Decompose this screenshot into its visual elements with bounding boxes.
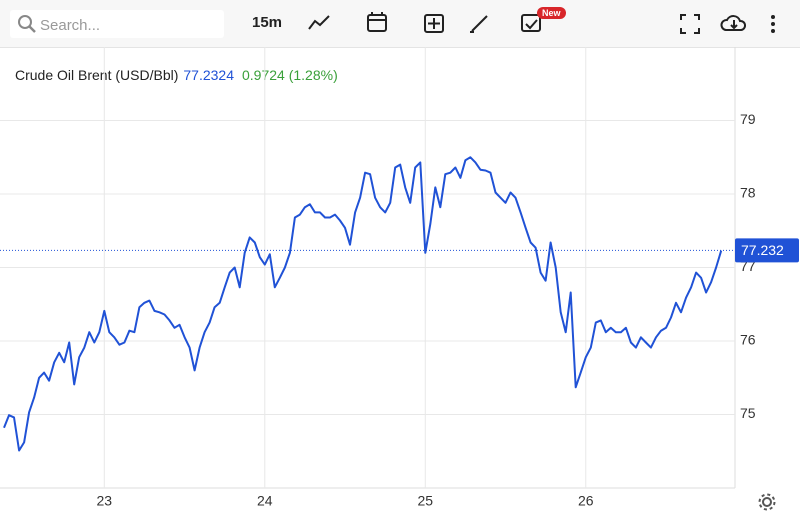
title: Crude Oil Brent (USD/Bbl) [15, 67, 178, 83]
new-badge: New [537, 7, 566, 19]
x-tick-label: 25 [417, 493, 433, 509]
last-price-tag [735, 238, 799, 263]
search-icon [18, 15, 36, 33]
x-tick-label: 23 [97, 493, 113, 509]
y-tick-label: 79 [740, 111, 756, 127]
y-tick-label: 78 [740, 185, 756, 201]
search-box[interactable]: Search... [10, 10, 224, 38]
legend-change: 0.9724 (1.28%) [242, 67, 338, 83]
price-line [3, 156, 723, 452]
x-tick-label: 24 [257, 493, 273, 509]
legend-price: 77.2324 [183, 67, 234, 83]
y-tick-label: 75 [740, 405, 756, 421]
interval-button[interactable]: 15m [252, 14, 283, 31]
settings-icon[interactable] [758, 493, 776, 511]
chart-title: Crude Oil Brent (USD/Bbl) 77.2324 0.9724 (… [15, 67, 338, 83]
x-tick-label: 26 [578, 493, 594, 509]
search-placeholder: Search... [40, 17, 101, 34]
y-tick-label: 76 [740, 332, 756, 348]
last-price-label: 77.232 [741, 242, 784, 258]
